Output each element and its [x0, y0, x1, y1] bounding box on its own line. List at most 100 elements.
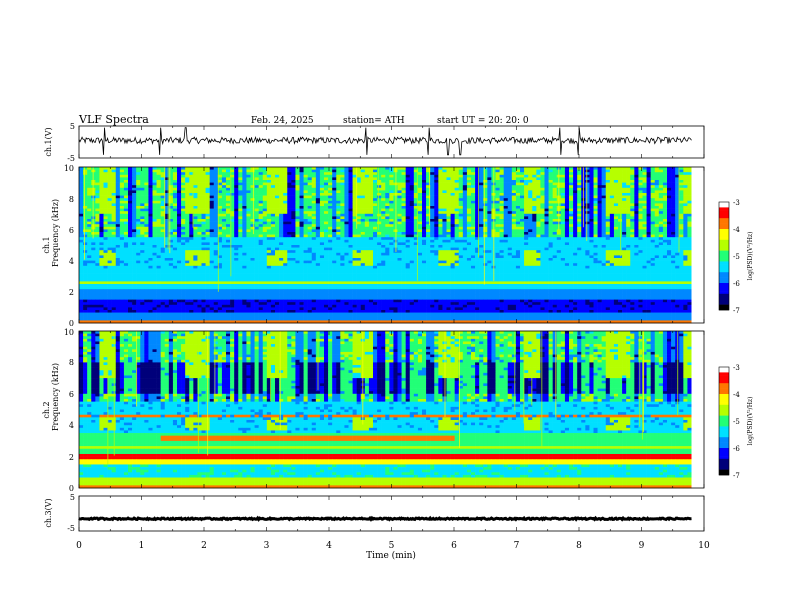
- spectrogram-cell: [99, 208, 104, 212]
- spectrogram-cell: [254, 195, 259, 199]
- spectrogram-cell: [401, 185, 406, 189]
- spectrogram-cell: [381, 180, 386, 183]
- spectrogram-cell: [634, 203, 639, 207]
- spectrogram-cell: [507, 224, 513, 228]
- spectrogram-cell: [266, 182, 272, 186]
- spectrogram-cell: [683, 172, 688, 176]
- spectrogram-cell: [303, 208, 308, 212]
- spectrogram-cell: [213, 237, 219, 241]
- spectrogram-cell: [193, 195, 198, 199]
- spectrogram-cell: [515, 180, 521, 183]
- spectrogram-cell: [311, 203, 317, 207]
- spectrogram-cell: [683, 221, 688, 225]
- spectrogram-cell: [287, 193, 292, 196]
- spectrogram-cell: [475, 195, 480, 199]
- spectrogram-cell: [148, 193, 153, 196]
- spectrogram-cell: [446, 219, 451, 222]
- spectrogram-cell: [132, 221, 137, 225]
- spectrogram-cell: [136, 229, 141, 233]
- spectrogram-cell: [601, 190, 607, 194]
- spectrogram-cell: [609, 182, 615, 186]
- spectrogram-cell: [507, 167, 513, 170]
- spectrogram-cell: [328, 247, 333, 251]
- spectrogram-cell: [409, 226, 415, 230]
- spectrogram-cell: [597, 177, 602, 181]
- spectrogram-cell: [601, 203, 607, 207]
- spectrogram-cell: [258, 237, 264, 241]
- spectrogram-cell: [258, 247, 264, 251]
- spectrogram-cell: [226, 174, 231, 178]
- spectrogram-cell: [401, 167, 406, 170]
- spectrogram-cell: [315, 174, 321, 178]
- spectrogram-cell: [234, 208, 239, 212]
- spectrogram-cell: [466, 219, 472, 222]
- spectrogram-cell: [438, 232, 443, 235]
- spectrogram-cell: [254, 219, 259, 222]
- spectrogram-cell: [119, 206, 125, 209]
- spectrogram-cell: [462, 177, 468, 181]
- spectrogram-cell: [336, 200, 341, 204]
- spectrogram-cell: [515, 245, 521, 248]
- spectrogram-cell: [458, 226, 464, 230]
- spectrogram-cell: [364, 239, 370, 243]
- spectrogram-cell: [479, 219, 484, 222]
- ch1-ytick-top: 5: [70, 122, 75, 131]
- spectrogram-cell: [401, 221, 406, 225]
- spectrogram-cell: [605, 182, 611, 186]
- spectrogram-cell: [189, 242, 194, 246]
- spectrogram-cell: [164, 200, 170, 204]
- spectrogram-cell: [185, 200, 190, 204]
- spectrogram-cell: [373, 219, 378, 222]
- spectrogram-cell: [79, 206, 84, 209]
- spectrogram-cell: [148, 245, 153, 248]
- spectrogram-cell: [413, 182, 419, 186]
- spectrogram-cell: [364, 195, 370, 199]
- spectrogram-cell: [569, 180, 574, 183]
- spectrogram-cell: [83, 185, 88, 189]
- spectrogram-cell: [454, 167, 460, 170]
- spectrogram-cell: [324, 242, 329, 246]
- spectrogram-cell: [87, 167, 92, 170]
- spectrogram-cell: [160, 211, 166, 215]
- spectrogram-cell: [679, 177, 684, 181]
- spectrogram-cell: [250, 247, 255, 251]
- spectrogram-cell: [544, 208, 549, 212]
- spectrogram-cell: [671, 213, 676, 217]
- spectrogram-cell: [430, 172, 435, 176]
- spectrogram-cell: [123, 182, 129, 186]
- spectrogram-cell: [515, 190, 521, 194]
- spectrogram-cell: [515, 169, 521, 173]
- spectrogram-cell: [132, 182, 137, 186]
- spectrogram-cell: [185, 237, 190, 241]
- spectrogram-cell: [279, 224, 284, 228]
- spectrogram-cell: [658, 190, 664, 194]
- spectrogram-cell: [287, 177, 292, 181]
- spectrogram-cell: [373, 224, 378, 228]
- spectrogram-cell: [679, 221, 684, 225]
- spectrogram-cell: [687, 226, 692, 230]
- spectrogram-cell: [495, 180, 500, 183]
- spectrogram-cell: [487, 190, 492, 194]
- spectrogram-cell: [348, 172, 353, 176]
- spectrogram-cell: [221, 250, 227, 254]
- spectrogram-cell: [442, 169, 447, 173]
- spectrogram-cell: [156, 242, 161, 246]
- spectrogram-cell: [524, 242, 529, 246]
- spectrogram-cell: [417, 206, 423, 209]
- spectrogram-cell: [221, 177, 227, 181]
- spectrogram-cell: [189, 247, 194, 251]
- spectrogram-cell: [679, 211, 684, 215]
- spectrogram-cell: [275, 237, 280, 241]
- spectrogram-cell: [205, 211, 210, 215]
- spectrogram-cell: [381, 216, 386, 220]
- spectrogram-cell: [450, 239, 455, 243]
- spectrogram-cell: [450, 213, 455, 217]
- spectrogram-cell: [471, 237, 476, 241]
- spectrogram-cell: [315, 180, 321, 183]
- spectrogram-cell: [238, 237, 243, 241]
- spectrogram-cell: [577, 245, 582, 248]
- spectrogram-cell: [401, 187, 406, 191]
- spectrogram-cell: [499, 203, 504, 207]
- spectrogram-cell: [262, 167, 268, 170]
- spectrogram-cell: [397, 177, 402, 181]
